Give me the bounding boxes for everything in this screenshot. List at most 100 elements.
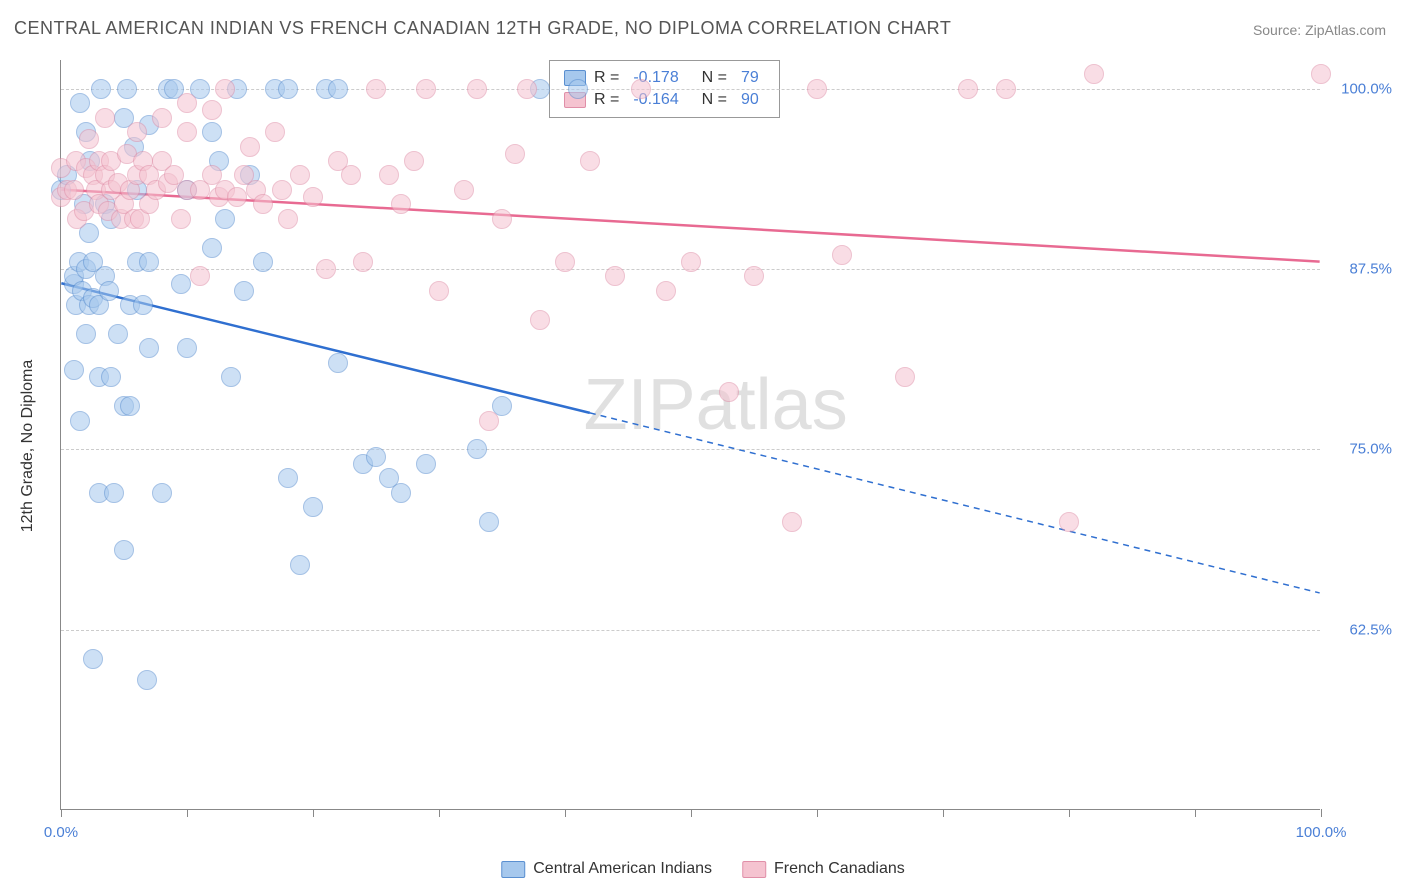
data-point [467, 79, 487, 99]
n-value-b: 90 [741, 91, 759, 109]
r-label: R = [594, 69, 619, 87]
data-point [64, 360, 84, 380]
data-point [234, 281, 254, 301]
data-point [95, 108, 115, 128]
data-point [631, 79, 651, 99]
xtick [61, 809, 62, 817]
data-point [996, 79, 1016, 99]
legend: Central American Indians French Canadian… [501, 860, 905, 878]
ytick-label: 87.5% [1349, 261, 1392, 278]
xtick [1321, 809, 1322, 817]
data-point [492, 209, 512, 229]
data-point [253, 194, 273, 214]
gridline [61, 630, 1320, 631]
data-point [137, 670, 157, 690]
data-point [139, 338, 159, 358]
data-point [133, 295, 153, 315]
data-point [958, 79, 978, 99]
data-point [70, 93, 90, 113]
ytick-label: 75.0% [1349, 441, 1392, 458]
data-point [70, 411, 90, 431]
data-point [391, 194, 411, 214]
data-point [127, 122, 147, 142]
trendline-b [61, 190, 1319, 262]
gridline [61, 89, 1320, 90]
gridline [61, 449, 1320, 450]
data-point [353, 252, 373, 272]
data-point [108, 324, 128, 344]
data-point [76, 324, 96, 344]
ytick-label: 62.5% [1349, 621, 1392, 638]
data-point [221, 367, 241, 387]
data-point [64, 180, 84, 200]
legend-swatch-b [742, 861, 766, 878]
data-point [555, 252, 575, 272]
legend-item-a: Central American Indians [501, 860, 712, 878]
n-label: N = [693, 91, 727, 109]
data-point [202, 238, 222, 258]
data-point [278, 468, 298, 488]
data-point [278, 209, 298, 229]
data-point [290, 165, 310, 185]
stats-row-series-b: R = -0.164 N = 90 [564, 89, 765, 111]
data-point [91, 79, 111, 99]
xtick-label: 0.0% [44, 824, 78, 841]
data-point [719, 382, 739, 402]
data-point [1311, 64, 1331, 84]
data-point [290, 555, 310, 575]
data-point [1059, 512, 1079, 532]
xtick [691, 809, 692, 817]
data-point [479, 512, 499, 532]
data-point [152, 108, 172, 128]
data-point [366, 447, 386, 467]
xtick [565, 809, 566, 817]
data-point [404, 151, 424, 171]
data-point [656, 281, 676, 301]
xtick [1069, 809, 1070, 817]
chart-title: CENTRAL AMERICAN INDIAN VS FRENCH CANADI… [14, 18, 951, 39]
data-point [328, 353, 348, 373]
data-point [366, 79, 386, 99]
data-point [895, 367, 915, 387]
data-point [99, 281, 119, 301]
data-point [429, 281, 449, 301]
data-point [580, 151, 600, 171]
data-point [171, 209, 191, 229]
n-value-a: 79 [741, 69, 759, 87]
data-point [316, 259, 336, 279]
data-point [139, 252, 159, 272]
y-axis-label: 12th Grade, No Diploma [19, 360, 37, 533]
data-point [605, 266, 625, 286]
data-point [379, 165, 399, 185]
data-point [83, 649, 103, 669]
data-point [416, 454, 436, 474]
watermark: ZIPatlas [584, 364, 848, 446]
data-point [278, 79, 298, 99]
xtick-label: 100.0% [1296, 824, 1347, 841]
data-point [215, 209, 235, 229]
r-label: R = [594, 91, 619, 109]
legend-swatch-a [501, 861, 525, 878]
data-point [152, 483, 172, 503]
data-point [114, 540, 134, 560]
data-point [303, 187, 323, 207]
data-point [240, 137, 260, 157]
data-point [117, 79, 137, 99]
data-point [832, 245, 852, 265]
data-point [391, 483, 411, 503]
data-point [104, 483, 124, 503]
legend-label-a: Central American Indians [533, 860, 712, 878]
legend-item-b: French Canadians [742, 860, 905, 878]
scatter-plot-area: ZIPatlas R = -0.178 N = 79 R = -0.164 N … [60, 60, 1320, 810]
data-point [782, 512, 802, 532]
data-point [303, 497, 323, 517]
xtick [817, 809, 818, 817]
data-point [253, 252, 273, 272]
data-point [171, 274, 191, 294]
xtick [187, 809, 188, 817]
n-label: N = [693, 69, 727, 87]
data-point [215, 79, 235, 99]
trendline-extrapolated-a [590, 413, 1320, 593]
xtick [439, 809, 440, 817]
ytick-label: 100.0% [1341, 80, 1392, 97]
